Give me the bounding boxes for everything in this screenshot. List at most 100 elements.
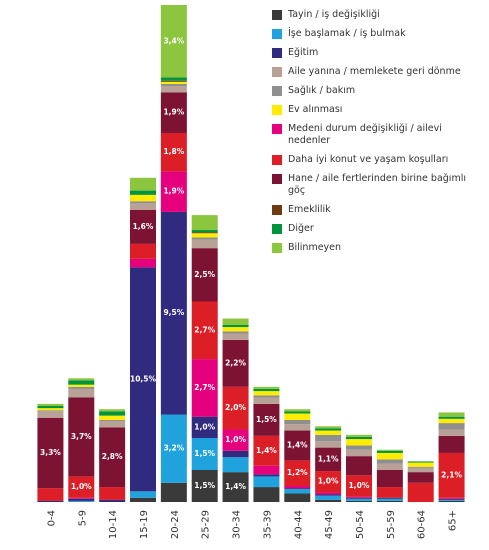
value-label: 1,5% [256, 415, 277, 424]
bar-segment [315, 430, 342, 435]
legend-swatch [272, 243, 282, 253]
bar-segment [222, 333, 249, 340]
bar-segment [130, 190, 156, 195]
bar-segment [346, 449, 372, 457]
bar-segment [130, 194, 156, 202]
bar-segment [160, 5, 187, 78]
bar-segment [253, 388, 280, 392]
legend-swatch [272, 105, 282, 115]
bar-segment [284, 409, 311, 412]
legend-swatch [272, 124, 282, 134]
bar-segment [130, 497, 156, 502]
bar-segment [160, 211, 187, 415]
bar-segment [130, 201, 156, 204]
bar-segment [315, 434, 342, 442]
bar-segment [99, 419, 126, 421]
bar-segment [253, 474, 280, 477]
bar-segment [160, 132, 187, 172]
value-label: 2,1% [441, 470, 462, 479]
bar-segment [191, 470, 218, 502]
value-label: 2,0% [225, 403, 246, 412]
bar-segment [160, 77, 187, 81]
legend-label: Hane / aile fertlerinden birine bağımlı … [288, 173, 466, 196]
legend-swatch [272, 10, 282, 20]
bar-segment [346, 496, 372, 498]
legend-label: Emeklilik [288, 204, 331, 215]
bar-segment [376, 452, 403, 460]
bar-segment [99, 427, 126, 488]
bar-segment [253, 487, 280, 502]
bar-segment [315, 447, 342, 472]
legend-item: Emeklilik [272, 204, 478, 216]
x-tick-label: 60-64 [417, 510, 428, 539]
bar-segment [222, 318, 249, 325]
bar-segment [160, 86, 187, 93]
legend-label: Sağlık / bakım [288, 85, 356, 96]
bar-segment [222, 324, 249, 328]
bar-segment [376, 498, 403, 501]
bar-segment [99, 487, 126, 500]
legend-item: Tayin / iş değişikliği [272, 9, 478, 21]
bar-segment [438, 498, 465, 500]
x-tick-label: 25-29 [201, 510, 212, 539]
bar-segment [346, 498, 372, 501]
x-tick-label: 15-19 [139, 510, 150, 539]
x-tick-label: 40-44 [293, 510, 304, 539]
legend-swatch [272, 86, 282, 96]
value-label: 1,9% [163, 108, 184, 117]
value-label: 1,8% [163, 147, 184, 156]
bar-segment [376, 500, 403, 502]
bar-segment [130, 203, 156, 210]
bar-segment [68, 498, 95, 501]
bar-segment [191, 230, 218, 233]
bar-segment [407, 472, 434, 483]
bar-segment [253, 386, 280, 389]
value-label: 2,8% [102, 452, 123, 461]
bar-segment [438, 418, 465, 424]
bar-segment [284, 430, 311, 461]
bar-segment [376, 450, 403, 453]
x-tick-label: 50-54 [355, 510, 366, 539]
legend-label: Tayin / iş değişikliği [288, 9, 380, 20]
value-label: 2,2% [225, 358, 246, 367]
bar-segment [130, 209, 156, 244]
bar-segment [160, 414, 187, 483]
legend-item: Daha iyi konut ve yaşam koşulları [272, 154, 478, 166]
bar-segment [284, 419, 311, 425]
bar-segment [68, 386, 95, 389]
legend-item: Ev alınması [272, 104, 478, 116]
bar-segment [99, 411, 126, 416]
bar-segment [438, 499, 465, 501]
bar-segment [315, 494, 342, 496]
x-tick-label: 20-24 [170, 510, 181, 539]
bar-segment [438, 429, 465, 436]
x-tick-label: 5-9 [77, 510, 88, 526]
bar-segment [253, 435, 280, 466]
bar-segment [438, 416, 465, 419]
bar-segment [191, 248, 218, 302]
bar-segment [284, 493, 311, 502]
legend-item: Sağlık / bakım [272, 85, 478, 97]
legend-label: Diğer [288, 223, 314, 234]
bar-segment [376, 497, 403, 499]
value-label: 3,4% [163, 36, 184, 45]
x-tick-label: 10-14 [108, 510, 119, 539]
bar-segment [315, 426, 342, 429]
bar-segment [222, 429, 249, 451]
value-label: 1,0% [225, 435, 246, 444]
bar-segment [68, 397, 95, 477]
legend-label: İşe başlamak / iş bulmak [288, 28, 406, 39]
x-tick-label: 30-34 [232, 510, 243, 539]
bar-segment [346, 456, 372, 476]
bar-segment [346, 434, 372, 437]
bar-segment [438, 412, 465, 417]
bar-segment [438, 423, 465, 430]
legend-item: Aile yanına / memlekete geri dönme [272, 66, 478, 78]
bar-segment [438, 435, 465, 453]
legend-item: Eğitim [272, 47, 478, 59]
bar-segment [191, 215, 218, 231]
bar-segment [407, 461, 434, 463]
bar-segment [284, 486, 311, 489]
bar-segment [346, 436, 372, 440]
